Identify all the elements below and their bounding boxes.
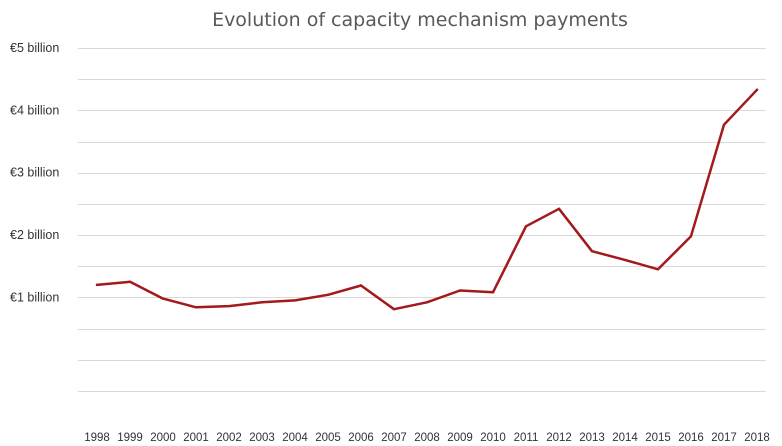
data-point: [656, 268, 660, 271]
data-point: [392, 307, 396, 311]
data-point: [95, 283, 99, 287]
x-tick-label: 2010: [480, 432, 506, 444]
data-point: [260, 301, 264, 304]
data-point: [755, 88, 759, 91]
x-tick-label: 2014: [612, 432, 638, 444]
x-tick-label: 2001: [183, 432, 209, 444]
x-tick-label: 2002: [216, 432, 242, 444]
series-line: [95, 88, 759, 311]
x-tick-label: 1998: [84, 432, 110, 444]
x-tick-label: 2008: [414, 432, 440, 444]
x-tick-label: 2005: [315, 432, 341, 444]
x-tick-label: 2016: [678, 432, 704, 444]
data-point: [161, 297, 165, 300]
x-tick-label: 2009: [447, 432, 473, 444]
data-point: [194, 306, 198, 309]
x-tick-label: 2017: [711, 432, 737, 444]
y-tick-label: €4 billion: [10, 103, 59, 117]
data-point: [590, 250, 594, 253]
data-point: [524, 225, 528, 228]
gridlines: [78, 48, 766, 392]
y-tick-label: €3 billion: [10, 166, 59, 180]
x-tick-label: 2006: [348, 432, 374, 444]
data-point: [293, 299, 297, 302]
data-point: [458, 289, 462, 292]
y-tick-label: €5 billion: [10, 41, 59, 55]
y-tick-label: €2 billion: [10, 228, 59, 242]
x-tick-label: 2004: [282, 432, 308, 444]
x-tick-label: 1999: [117, 432, 143, 444]
x-tick-label: 2018: [744, 432, 770, 444]
y-axis-tick-labels: €1 billion €2 billion €3 billion €4 billion…: [10, 41, 59, 304]
data-point: [128, 280, 132, 283]
x-tick-label: 2011: [514, 432, 539, 444]
x-tick-label: 2012: [546, 432, 572, 444]
data-point: [425, 301, 429, 304]
data-point: [722, 123, 726, 126]
x-axis-tick-labels: 1998 1999 2000 2001 2002 2003 2004 2005 2006 2007…: [84, 432, 770, 444]
x-tick-label: 2007: [381, 432, 407, 444]
data-point: [623, 258, 627, 262]
y-tick-label: €1 billion: [10, 290, 59, 304]
x-tick-label: 2003: [249, 432, 275, 444]
data-point: [227, 304, 231, 308]
data-point: [326, 293, 330, 297]
data-point: [689, 235, 693, 238]
data-point: [359, 284, 363, 287]
chart-title: Evolution of capacity mechanism payments: [212, 9, 628, 31]
x-tick-label: 2013: [579, 432, 605, 444]
data-point: [557, 207, 561, 211]
x-tick-label: 2015: [645, 432, 671, 444]
data-point: [491, 291, 495, 294]
x-tick-label: 2000: [150, 432, 176, 444]
series-layer: [95, 88, 759, 311]
